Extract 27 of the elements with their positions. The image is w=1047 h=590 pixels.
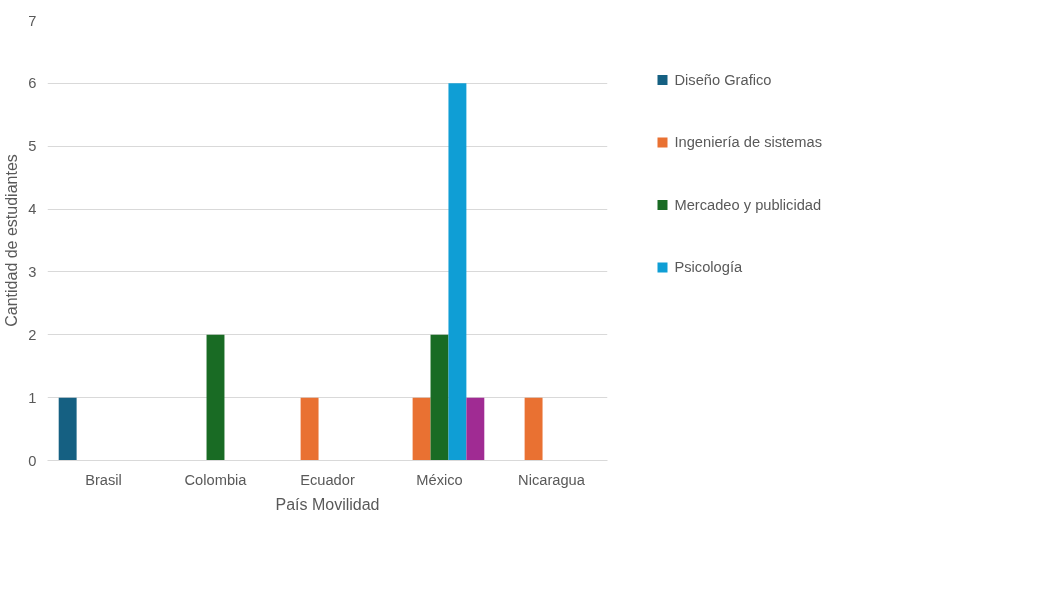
- y-tick-label: 1: [28, 389, 37, 406]
- x-tick-label: México: [416, 471, 463, 488]
- y-tick-label: 7: [28, 12, 37, 29]
- x-tick-label: Ecuador: [300, 471, 355, 488]
- bar: [206, 334, 225, 461]
- legend-label: Diseño Grafico: [674, 72, 772, 88]
- legend-label: Ingeniería de sistemas: [674, 134, 822, 151]
- x-tick-label: Nicaragua: [518, 471, 586, 488]
- y-tick-label: 6: [28, 75, 37, 92]
- bar: [448, 83, 467, 461]
- bar: [300, 397, 319, 461]
- y-tick-label: 2: [28, 326, 37, 343]
- bar: [524, 397, 543, 461]
- x-axis-title: País Movilidad: [275, 495, 380, 513]
- y-tick-label: 3: [28, 263, 37, 280]
- bar: [58, 397, 77, 461]
- y-axis-title: Cantidad de estudiantes: [3, 154, 21, 327]
- y-tick-label: 4: [28, 201, 37, 218]
- y-tick-label: 0: [28, 452, 37, 469]
- y-tick-label: 5: [28, 138, 37, 155]
- x-tick-label: Colombia: [184, 471, 248, 488]
- bar: [412, 397, 431, 461]
- legend-label: Psicología: [674, 259, 743, 276]
- legend-label: Mercadeo y publicidad: [674, 196, 822, 213]
- bar: [466, 397, 485, 461]
- x-tick-label: Brasil: [85, 471, 122, 488]
- bar: [430, 334, 449, 461]
